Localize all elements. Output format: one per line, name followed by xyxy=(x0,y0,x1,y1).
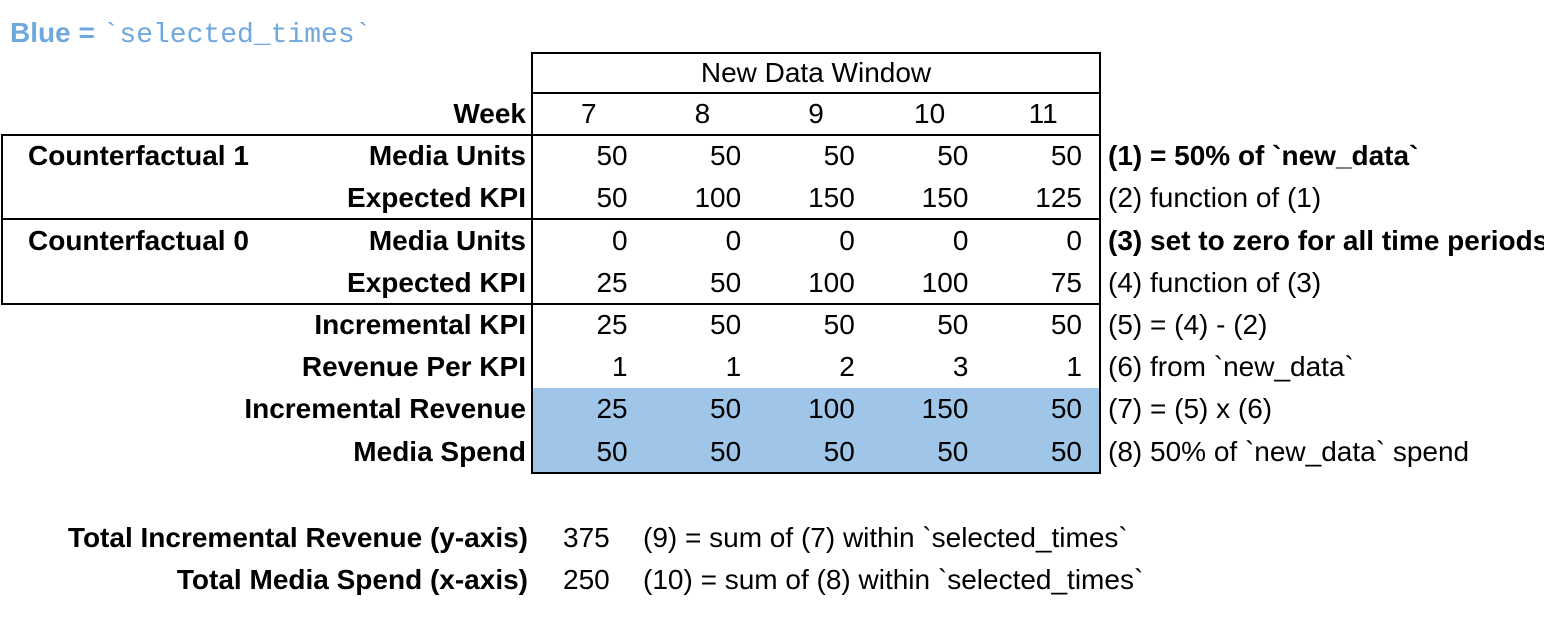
total-incremental-revenue-value: 375 xyxy=(563,522,610,553)
week-col-header: 9 xyxy=(808,98,824,129)
table-cell-highlighted: 150 xyxy=(921,393,969,424)
table-cell: 100 xyxy=(694,182,742,213)
week-col-header: 8 xyxy=(694,98,711,129)
row-label: Expected KPI xyxy=(347,182,526,213)
total-incremental-revenue-note: (9) = sum of (7) within `selected_times` xyxy=(643,522,1128,553)
table-cell: 50 xyxy=(596,140,628,171)
table-cell: 25 xyxy=(596,267,628,298)
row-note: (4) function of (3) xyxy=(1108,267,1322,298)
border-bottom xyxy=(531,472,1101,474)
border-left-label-box xyxy=(1,134,3,305)
table-cell: 50 xyxy=(710,309,742,340)
border-data-window-right xyxy=(1099,52,1101,474)
table-cell: 0 xyxy=(1066,225,1082,256)
table-cell-highlighted: 50 xyxy=(1050,436,1082,467)
border-between-counterfactuals xyxy=(1,218,1101,220)
table-cell: 50 xyxy=(937,140,969,171)
row-note: (3) set to zero for all time periods xyxy=(1108,225,1544,256)
table-cell: 150 xyxy=(808,182,855,213)
border-under-counterfactual-0 xyxy=(1,303,1101,305)
row-label: Incremental Revenue xyxy=(244,393,526,424)
total-incremental-revenue-label: Total Incremental Revenue (y-axis) xyxy=(67,522,528,553)
row-note: (5) = (4) - (2) xyxy=(1108,309,1268,340)
row-note: (7) = (5) x (6) xyxy=(1108,393,1273,424)
table-cell-highlighted: 50 xyxy=(1050,393,1082,424)
row-label: Expected KPI xyxy=(347,267,526,298)
week-col-header: 7 xyxy=(581,98,597,129)
selected-times-highlight xyxy=(533,388,1099,472)
row-label: Revenue Per KPI xyxy=(301,351,526,382)
table-cell: 0 xyxy=(952,225,969,256)
row-note: (6) from `new_data` xyxy=(1108,351,1354,382)
group-label-counterfactual-0: Counterfactual 0 xyxy=(28,225,249,256)
table-cell-highlighted: 100 xyxy=(808,393,855,424)
table-cell-highlighted: 50 xyxy=(710,436,742,467)
week-row-label: Week xyxy=(453,98,526,129)
total-media-spend-label: Total Media Spend (x-axis) xyxy=(176,564,528,595)
week-col-header: 11 xyxy=(1028,98,1058,129)
table-cell: 50 xyxy=(823,309,855,340)
row-note: (2) function of (1) xyxy=(1108,182,1322,213)
table-cell: 3 xyxy=(952,351,969,382)
row-label: Media Units xyxy=(368,225,526,256)
table-cell: 100 xyxy=(808,267,855,298)
border-under-week-row xyxy=(1,134,1101,136)
group-label-counterfactual-1: Counterfactual 1 xyxy=(28,140,249,171)
new-data-window-header: New Data Window xyxy=(700,57,932,88)
total-media-spend-value: 250 xyxy=(563,564,610,595)
figure-caption: Blue = `selected_times` xyxy=(10,14,371,52)
table-cell: 75 xyxy=(1050,267,1082,298)
row-label: Incremental KPI xyxy=(314,309,526,340)
table-cell: 50 xyxy=(1050,309,1082,340)
table-cell: 50 xyxy=(710,140,742,171)
row-label: Media Units xyxy=(368,140,526,171)
table-cell-highlighted: 50 xyxy=(710,393,742,424)
caption-code-selected-times: `selected_times` xyxy=(102,20,372,51)
table-cell-highlighted: 50 xyxy=(596,436,628,467)
table-cell: 150 xyxy=(921,182,969,213)
week-col-header: 10 xyxy=(914,98,946,129)
table-cell: 50 xyxy=(823,140,855,171)
table-cell: 50 xyxy=(596,182,628,213)
table-cell: 1 xyxy=(725,351,742,382)
row-note: (8) 50% of `new_data` spend xyxy=(1108,436,1470,467)
table-cell: 125 xyxy=(1035,182,1082,213)
table-cell: 1 xyxy=(612,351,628,382)
caption-prefix: Blue = xyxy=(10,17,103,48)
border-top xyxy=(531,52,1101,54)
table-cell-highlighted: 50 xyxy=(823,436,855,467)
row-note: (1) = 50% of `new_data` xyxy=(1108,140,1419,171)
table-cell: 0 xyxy=(612,225,628,256)
border-under-window-header xyxy=(531,92,1101,94)
table-cell: 1 xyxy=(1066,351,1082,382)
table-cell: 50 xyxy=(710,267,742,298)
table-cell: 0 xyxy=(839,225,855,256)
table-cell: 25 xyxy=(596,309,628,340)
border-data-window-left xyxy=(531,52,533,474)
table-cell: 50 xyxy=(1050,140,1082,171)
table-cell: 0 xyxy=(725,225,742,256)
total-media-spend-note: (10) = sum of (8) within `selected_times… xyxy=(643,564,1144,595)
table-cell-highlighted: 25 xyxy=(596,393,628,424)
table-cell: 100 xyxy=(921,267,969,298)
table-cell-highlighted: 50 xyxy=(937,436,969,467)
row-label: Media Spend xyxy=(353,436,526,467)
table-cell: 2 xyxy=(839,351,855,382)
table-cell: 50 xyxy=(937,309,969,340)
